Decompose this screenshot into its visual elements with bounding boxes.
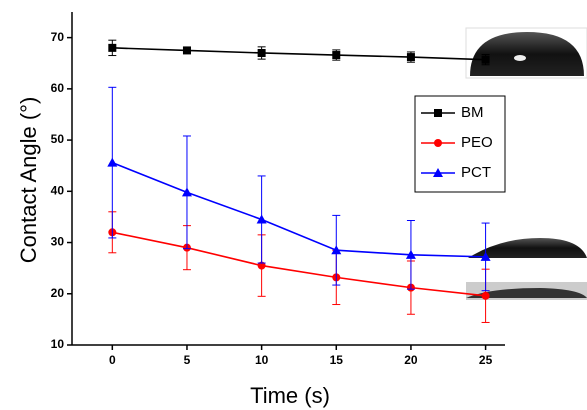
marker: [257, 261, 266, 270]
x-tick-label: 25: [479, 353, 493, 367]
y-axis-label: Contact Angle (°): [16, 97, 41, 264]
legend-label: PEO: [461, 134, 493, 151]
legend-label: BM: [461, 104, 484, 121]
y-tick-label: 10: [51, 337, 65, 351]
marker: [107, 157, 118, 167]
y-tick-label: 60: [51, 81, 65, 95]
droplet-images: [465, 27, 587, 300]
x-tick-label: 5: [184, 353, 191, 367]
legend-marker: [434, 109, 442, 117]
marker: [256, 214, 267, 224]
marker: [481, 291, 490, 300]
marker: [332, 51, 341, 60]
x-tick-label: 0: [109, 353, 116, 367]
legend-label: PCT: [461, 164, 491, 181]
y-tick-label: 20: [51, 286, 65, 300]
x-tick-label: 15: [330, 353, 344, 367]
marker: [181, 187, 192, 197]
marker: [480, 251, 491, 261]
y-tick-label: 50: [51, 132, 65, 146]
x-axis-label: Time (s): [250, 383, 330, 408]
marker: [406, 53, 415, 62]
legend-box: [414, 95, 506, 193]
marker: [182, 46, 191, 55]
marker: [331, 245, 342, 255]
x-tick-label: 10: [255, 353, 269, 367]
marker: [108, 43, 117, 52]
y-tick-label: 30: [51, 235, 65, 249]
legend-marker: [434, 139, 442, 147]
y-tick-label: 40: [51, 183, 65, 197]
legend-marker: [433, 168, 443, 177]
marker: [405, 249, 416, 259]
x-tick-label: 20: [404, 353, 418, 367]
y-tick-label: 70: [51, 30, 65, 44]
marker: [257, 48, 266, 57]
marker: [481, 55, 490, 64]
series-line: [112, 47, 486, 61]
series-line: [112, 231, 486, 297]
series-line: [112, 161, 486, 258]
